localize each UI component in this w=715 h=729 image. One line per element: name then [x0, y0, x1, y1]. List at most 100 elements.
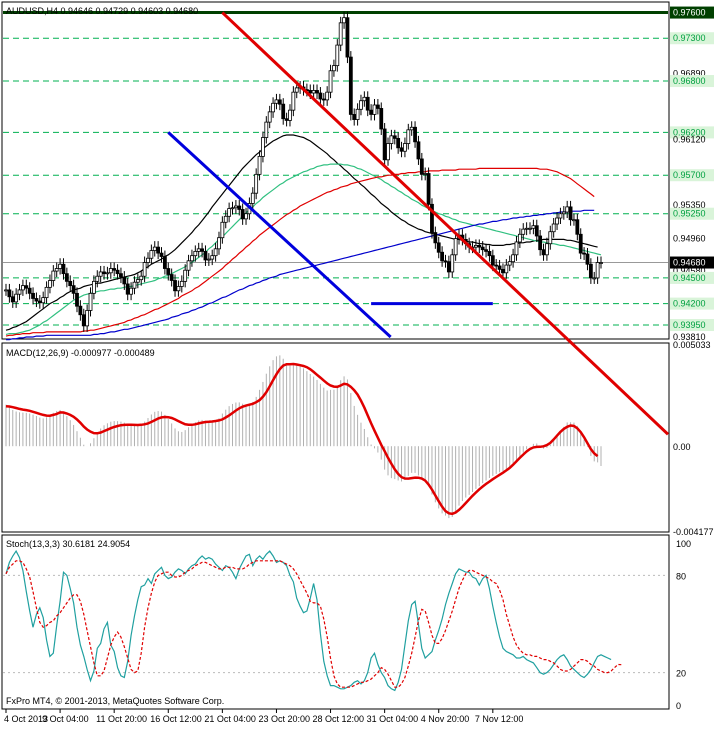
level-tag-label: 0.96200 — [673, 127, 706, 137]
candle-body — [51, 270, 56, 281]
candle-body — [514, 241, 519, 256]
level-tag-bg — [670, 319, 714, 332]
stoch-tick-label: 100 — [676, 539, 691, 549]
candle-body — [338, 22, 343, 46]
price-tick-label: 0.95350 — [673, 200, 706, 210]
candle-body — [88, 292, 93, 311]
candle-body — [342, 17, 346, 24]
candle-body — [105, 272, 110, 275]
candle-body — [281, 103, 286, 120]
candle-body — [480, 246, 485, 251]
candle-body — [375, 104, 380, 109]
macd-tick-label: 0.005033 — [673, 340, 711, 350]
candle-body — [436, 242, 441, 253]
candle-body — [504, 264, 509, 274]
price-tag-label: 0.97600 — [673, 8, 706, 18]
candle-body — [152, 246, 157, 251]
candle-body — [193, 250, 198, 257]
stoch-tick-label: 20 — [676, 669, 686, 679]
candle-body — [440, 251, 445, 262]
candle-body — [416, 141, 421, 160]
stoch-d-line — [5, 560, 622, 688]
candle-body — [257, 155, 262, 175]
price-tag-label: 0.94680 — [673, 258, 706, 268]
candle-body — [17, 289, 22, 295]
candle-body — [531, 225, 536, 229]
candle-body — [267, 111, 272, 123]
stoch-k-line — [5, 549, 612, 692]
candle-body — [575, 219, 580, 235]
candle-body — [203, 250, 208, 261]
level-tag-bg — [670, 297, 714, 310]
candle-body — [24, 285, 29, 289]
candle-body — [396, 137, 401, 149]
candle-body — [240, 209, 245, 220]
candle-body — [548, 231, 553, 245]
level-tag-label: 0.96800 — [673, 76, 706, 86]
macd-tick-label: 0.00 — [673, 442, 691, 452]
candle-body — [277, 99, 282, 105]
candle-body — [365, 96, 370, 111]
candle-body — [565, 206, 570, 213]
candle-body — [541, 249, 546, 256]
candle-body — [200, 248, 204, 252]
macd-plot — [5, 355, 602, 519]
level-tag-label: 0.95250 — [673, 209, 706, 219]
candle-body — [379, 108, 384, 130]
price-grid — [3, 11, 668, 326]
candle-body — [321, 98, 326, 101]
candle-body — [135, 279, 140, 283]
macd-title: MACD(12,26,9) -0.000977 -0.000489 — [6, 348, 155, 358]
candle-body — [14, 293, 19, 303]
time-tick-label: 21 Oct 04:00 — [204, 714, 256, 724]
stoch-title: Stoch(13,3,3) 30.6181 24.9054 — [6, 539, 130, 549]
candle-body — [588, 263, 593, 279]
time-tick-label: 9 Oct 04:00 — [42, 714, 89, 724]
candle-body — [213, 248, 218, 257]
candle-body — [392, 135, 397, 139]
candle-body — [561, 211, 566, 215]
candle-body — [78, 305, 83, 316]
level-tag-bg — [670, 271, 714, 284]
candle-body — [325, 91, 330, 101]
candle-body — [10, 296, 15, 303]
candle-body — [169, 274, 174, 281]
candle-body — [345, 17, 350, 58]
candle-body — [362, 96, 367, 102]
candle-body — [274, 99, 279, 104]
candle-body — [423, 173, 428, 175]
candle-body — [217, 237, 221, 250]
candle-body — [595, 262, 600, 279]
candle-body — [487, 250, 492, 257]
candle-body — [261, 137, 265, 157]
macd-tick-label: -0.004177 — [673, 527, 714, 537]
candle-body — [372, 104, 377, 115]
macd-signal-line — [5, 362, 599, 516]
candle-body — [545, 243, 549, 256]
candle-body — [139, 275, 144, 281]
candle-body — [403, 143, 407, 152]
candle-body — [112, 268, 117, 271]
candle-body — [484, 249, 488, 252]
candle-body — [558, 213, 563, 219]
candle-body — [318, 92, 323, 100]
candle-body — [551, 223, 556, 233]
candle-body — [271, 102, 275, 113]
candle-body — [578, 233, 583, 254]
candle-body — [159, 252, 164, 257]
candle-body — [190, 255, 194, 262]
level-tag-label: 0.94200 — [673, 299, 706, 309]
candle-body — [183, 269, 188, 282]
stoch-tick-label: 80 — [676, 571, 686, 581]
candle-body — [230, 207, 235, 210]
candle-body — [98, 271, 103, 277]
candle-body — [572, 219, 576, 222]
level-tag-bg — [670, 75, 714, 88]
stoch-tick-label: 0 — [676, 701, 681, 711]
price-chart-title: AUDUSD,H4 0.94646 0.94729 0.94603 0.9468… — [6, 6, 198, 16]
level-tag-bg — [670, 207, 714, 220]
level-tag-label: 0.97300 — [673, 33, 706, 43]
candle-body — [264, 121, 269, 138]
